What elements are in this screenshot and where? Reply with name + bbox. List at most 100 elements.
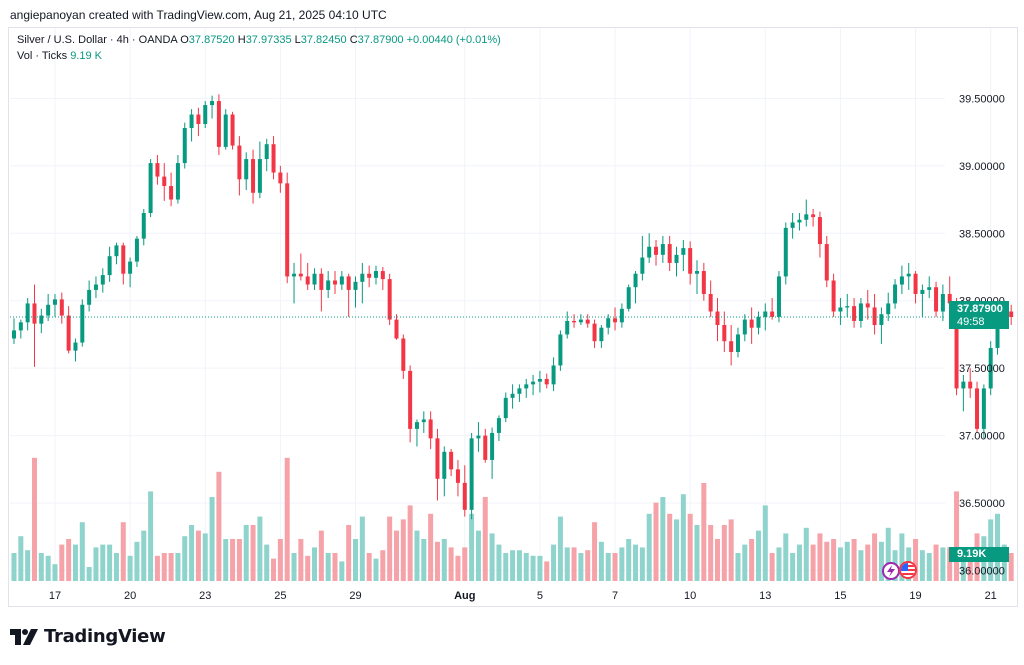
volume-bar: [209, 497, 215, 581]
volume-bar: [537, 555, 543, 581]
candle-body: [169, 186, 174, 200]
volume-bar: [626, 539, 632, 581]
candle-body: [12, 330, 16, 339]
volume-bar: [462, 547, 468, 581]
candle: [169, 172, 174, 207]
candle: [12, 318, 16, 344]
symbol-name[interactable]: Silver / U.S. Dollar · 4h · OANDA: [17, 34, 178, 46]
candle-body: [783, 227, 788, 277]
candle: [981, 384, 986, 439]
candle-body: [722, 325, 727, 342]
chart-frame: [8, 27, 1018, 607]
candle-body: [421, 419, 426, 423]
candle: [817, 211, 822, 258]
candle: [32, 284, 37, 367]
us-flag-event-icon[interactable]: [899, 561, 917, 579]
candle-body: [845, 306, 850, 308]
volume-bar: [38, 553, 44, 581]
y-tick-label: 36.00000: [959, 566, 1005, 578]
volume-bar: [947, 547, 953, 581]
open-label: O: [180, 34, 189, 46]
close-label: C: [349, 34, 358, 46]
volume-bar: [243, 525, 249, 581]
high-value: 37.97335: [245, 34, 292, 46]
volume-bar: [728, 519, 734, 581]
candle: [565, 311, 570, 339]
tradingview-logo-icon: [10, 628, 38, 645]
candle: [681, 240, 686, 272]
candle-body: [230, 114, 235, 146]
candle: [435, 428, 440, 501]
volume-bar: [353, 539, 358, 581]
volume-bar: [933, 544, 939, 581]
candle: [804, 199, 809, 227]
candle: [100, 268, 105, 293]
candle: [558, 330, 563, 371]
volume-bar: [585, 550, 591, 581]
candle: [271, 136, 276, 180]
volume-bar: [202, 533, 208, 581]
candle: [373, 265, 378, 285]
volume-bar: [271, 558, 277, 581]
volume-bar: [940, 547, 946, 581]
candle: [510, 384, 515, 409]
lightning-event-icon[interactable]: [882, 562, 900, 580]
tradingview-logo[interactable]: TradingView: [10, 626, 166, 647]
volume-indicator-value: 9.19 K: [70, 50, 102, 62]
volume-bar: [592, 522, 598, 581]
candle: [210, 95, 215, 119]
volume-bar: [1008, 553, 1014, 581]
candle-body: [886, 303, 891, 315]
volume-bar: [291, 553, 297, 581]
attribution-header: angiepanoyan created with TradingView.co…: [0, 0, 1024, 27]
candle-body: [654, 246, 659, 255]
volume-bar: [1001, 544, 1007, 581]
low-value: 37.82450: [300, 34, 347, 46]
volume-bar: [195, 530, 201, 581]
candle-body: [551, 365, 556, 385]
candle: [988, 341, 993, 396]
candle-body: [298, 273, 303, 277]
volume-bar: [448, 547, 454, 581]
candle-body: [763, 311, 768, 317]
attribution-text: angiepanoyan created with TradingView.co…: [10, 8, 387, 22]
volume-bar: [148, 491, 154, 581]
candle: [735, 327, 740, 358]
volume-bar: [858, 550, 864, 581]
volume-bar: [878, 541, 884, 581]
x-tick-label: 29: [349, 590, 361, 602]
candle-body: [681, 248, 686, 255]
tradingview-wordmark: TradingView: [44, 626, 166, 647]
candle: [483, 428, 488, 463]
candle: [326, 271, 331, 299]
candle: [1009, 304, 1014, 325]
candle: [899, 265, 904, 294]
candle-body: [585, 319, 590, 324]
candle: [503, 392, 508, 423]
candle: [59, 292, 64, 324]
volume-bar: [714, 539, 720, 581]
candle: [776, 271, 781, 323]
candle-body: [626, 287, 631, 309]
candle: [401, 334, 406, 379]
candle-body: [858, 303, 863, 321]
candle: [52, 293, 57, 317]
volume-bar: [496, 544, 502, 581]
volume-indicator-name[interactable]: Vol · Ticks: [17, 50, 68, 62]
candle-body: [223, 114, 228, 147]
candle: [107, 246, 112, 282]
volume-bar: [885, 527, 891, 581]
candle-body: [66, 315, 71, 351]
volume-bar: [284, 457, 290, 581]
candle: [360, 262, 365, 304]
volume-bar: [387, 516, 393, 581]
candle-body: [401, 338, 406, 371]
volume-bar: [298, 539, 304, 581]
candle-body: [449, 451, 454, 470]
candle: [797, 213, 802, 231]
volume-bar: [428, 513, 434, 581]
candle: [845, 293, 850, 317]
candle: [278, 165, 283, 193]
close-value: 37.87900: [357, 34, 404, 46]
